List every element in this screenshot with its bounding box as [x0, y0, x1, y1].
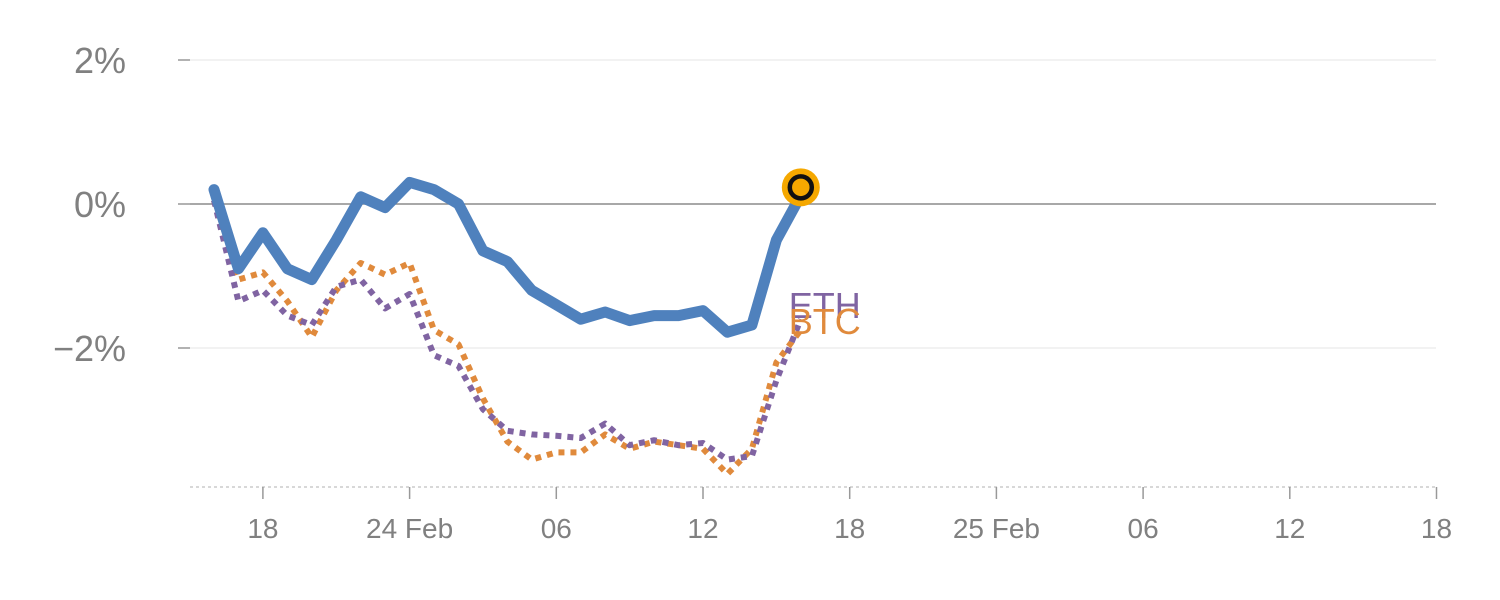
- series-lines: [208, 176, 807, 477]
- x-tick-label: 12: [1274, 513, 1305, 544]
- grid-lines: 2% 0% −2%: [53, 40, 1436, 369]
- series-line-eth: [211, 199, 804, 463]
- x-tick-label: 18: [247, 513, 278, 544]
- y-tick-label: 2%: [74, 40, 126, 81]
- current-point-dot: [787, 174, 815, 201]
- y-tick-label: 0%: [74, 184, 126, 225]
- current-point-marker: [781, 168, 820, 207]
- x-tick-label: 06: [541, 513, 572, 544]
- series-line-main: [208, 176, 807, 338]
- x-axis: 18 24 Feb 06 12 18 25 Feb 06 12 18: [190, 486, 1452, 544]
- x-tick-label: 24 Feb: [366, 513, 453, 544]
- series-label-eth: ETH: [789, 285, 861, 326]
- x-tick-label: 25 Feb: [953, 513, 1040, 544]
- x-tick-label: 18: [1421, 513, 1452, 544]
- x-tick-label: 06: [1128, 513, 1159, 544]
- y-tick-label: −2%: [53, 328, 126, 369]
- x-tick-label: 12: [687, 513, 718, 544]
- x-tick-label: 18: [834, 513, 865, 544]
- series-label-btc: BTC: [789, 301, 861, 342]
- series-line-btc: [211, 199, 804, 477]
